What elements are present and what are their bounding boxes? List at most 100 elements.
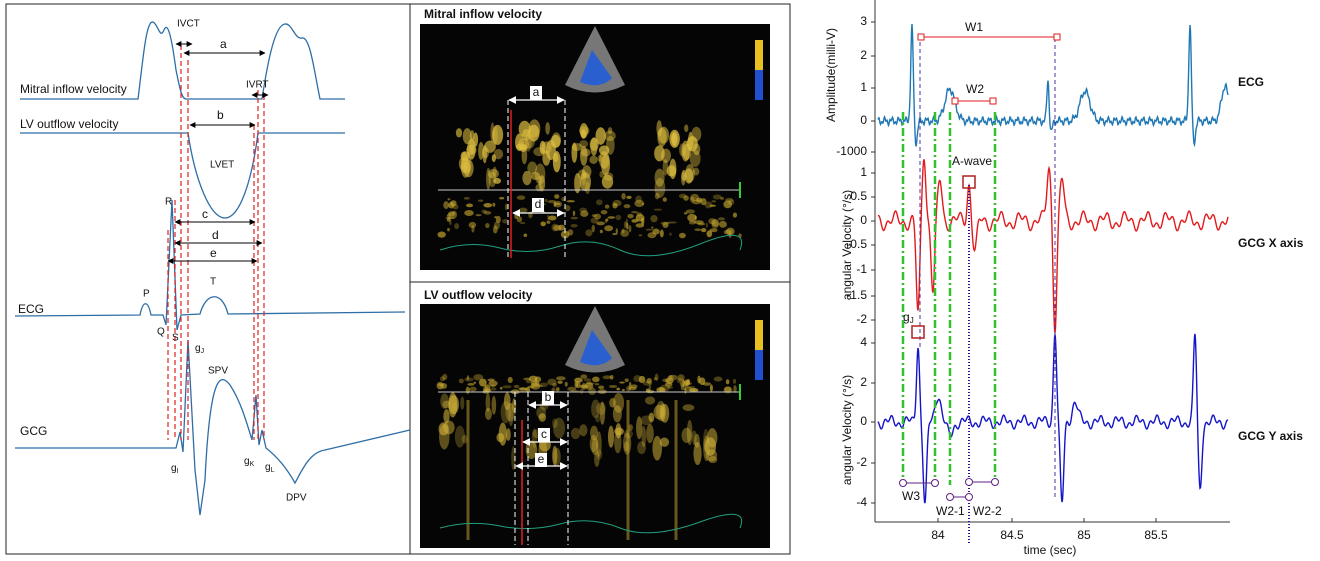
doppler-blob: [552, 151, 561, 173]
doppler-blob: [586, 382, 595, 385]
doppler-blob: [646, 423, 654, 444]
interval-end: [965, 493, 973, 501]
doppler-blob: [467, 139, 476, 160]
y-tick-label: -1: [856, 262, 867, 276]
doppler-blob: [579, 140, 589, 148]
doppler-blob: [627, 213, 634, 219]
doppler-blob: [523, 233, 528, 238]
doppler-blob: [546, 220, 551, 224]
doppler-blob: [535, 384, 543, 388]
doppler-blob: [682, 379, 685, 387]
doppler-blob: [493, 177, 502, 184]
doppler-blob: [599, 401, 606, 425]
doppler-blob: [612, 199, 622, 207]
doppler-blob: [443, 201, 449, 209]
doppler-blob: [503, 392, 511, 411]
doppler-blob: [583, 378, 592, 382]
doppler-blob: [581, 169, 587, 186]
doppler-blob: [530, 380, 540, 387]
doppler-blob: [553, 224, 562, 231]
label-bg: [530, 86, 542, 100]
doppler-blob: [666, 165, 677, 177]
doppler-blob: [552, 445, 558, 466]
doppler-blob: [651, 226, 654, 229]
x-axis-label: time (sec): [1024, 543, 1077, 557]
mitral-wave: [20, 21, 345, 100]
panel-name: GCG X axis: [1238, 236, 1304, 250]
doppler-blob: [636, 416, 643, 440]
doppler-blob: [579, 384, 589, 389]
doppler-blob: [440, 383, 448, 389]
s-label: S: [172, 333, 179, 344]
doppler-blob: [669, 374, 673, 379]
e-label: e: [210, 246, 217, 260]
doppler-blob: [604, 204, 610, 209]
doppler-blob: [614, 427, 624, 436]
doppler-blob: [552, 418, 558, 429]
doppler-blob: [654, 192, 660, 200]
doppler-blob: [518, 207, 528, 213]
doppler-blob: [691, 430, 697, 446]
doppler-blob: [464, 210, 474, 217]
doppler-blob: [725, 379, 730, 385]
doppler-blob: [448, 212, 456, 215]
doppler-blob: [566, 200, 576, 203]
doppler-blob: [662, 197, 667, 202]
doppler-blob: [544, 198, 548, 203]
doppler-blob: [623, 204, 631, 209]
doppler-blob: [527, 161, 538, 175]
doppler-blob: [598, 385, 605, 390]
doppler-blob: [723, 386, 733, 394]
annotation: A-wave: [952, 154, 992, 168]
y-tick-label: -0.5: [846, 237, 867, 251]
doppler-blob: [488, 171, 497, 188]
doppler-blob: [483, 203, 493, 208]
doppler-blob: [580, 374, 588, 379]
doppler-blob: [597, 154, 603, 162]
g-sub: J: [201, 348, 205, 355]
doppler-blob: [518, 120, 531, 137]
doppler-blob: [585, 229, 593, 237]
doppler-blob: [488, 380, 498, 387]
mitral-label: Mitral inflow velocity: [20, 82, 127, 96]
g-sub: I: [177, 468, 179, 475]
doppler-blob: [570, 223, 578, 228]
doppler-blob: [515, 133, 524, 152]
doppler-blob: [609, 397, 616, 408]
echo-bottom-border: [409, 281, 791, 555]
y-tick-label: 1: [860, 80, 867, 94]
doppler-blob: [463, 196, 470, 200]
gcg-x-trace: [877, 159, 1229, 334]
doppler-blob: [440, 376, 445, 382]
y-tick-label: 0: [860, 113, 867, 127]
doppler-blob: [591, 399, 601, 419]
doppler-blob: [732, 378, 737, 384]
doppler-blob: [502, 385, 512, 389]
doppler-blob: [604, 130, 616, 142]
echo-title: LV outflow velocity: [424, 288, 533, 302]
a-label: a: [220, 37, 227, 51]
doppler-blob: [602, 375, 612, 380]
echo-arrow-label: e: [538, 452, 545, 466]
doppler-blob: [528, 124, 540, 142]
gcg-label: GCG: [20, 424, 47, 438]
doppler-blob: [460, 396, 465, 410]
doppler-blob: [689, 149, 701, 167]
doppler-blob: [694, 228, 702, 232]
doppler-blob: [471, 225, 475, 233]
doppler-blob: [588, 387, 596, 395]
doppler-blob: [601, 174, 614, 189]
doppler-blob: [596, 449, 603, 460]
doppler-blob: [678, 193, 687, 199]
doppler-blob: [711, 219, 720, 227]
doppler-blob: [624, 378, 629, 382]
doppler-blob: [613, 393, 625, 413]
doppler-blob: [692, 167, 700, 176]
interval-end: [989, 97, 997, 105]
signal-plot: 3 2 1 0 -1000 Amplitude(milli-V) ECG 1 0.5 0 -0.5 -…: [824, 0, 1304, 557]
doppler-blob: [525, 387, 531, 393]
doppler-blob: [653, 404, 665, 420]
a-wave-box: [962, 175, 976, 189]
gj-box: [911, 325, 925, 339]
doppler-blob: [591, 438, 599, 456]
